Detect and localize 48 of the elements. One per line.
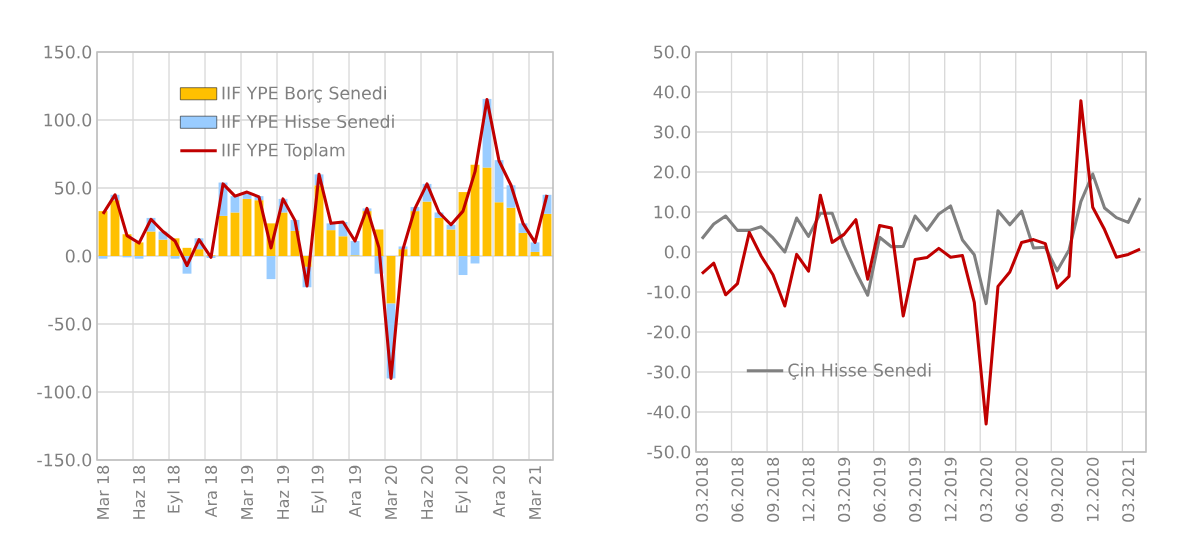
y-tick-label: -150.0 (37, 453, 92, 467)
x-tick-label: Eyl 19 (311, 465, 327, 513)
y-tick-label: 50.0 (55, 181, 92, 195)
y-tick-label: 50.0 (654, 45, 691, 59)
x-tick-label: Ara 20 (492, 465, 506, 518)
y-tick-label: -100.0 (37, 385, 92, 399)
x-tick-label: 09.2018 (766, 457, 780, 522)
y-tick-label: 150.0 (44, 45, 92, 59)
y-tick-label: 30.0 (654, 125, 691, 139)
x-tick-label: 12.2018 (802, 457, 815, 522)
x-tick-label: Haz 18 (132, 465, 146, 519)
y-tick-label: -20.0 (647, 325, 691, 339)
x-tick-label: 06.2019 (873, 457, 886, 522)
y-tick-label: 40.0 (653, 85, 691, 99)
x-tick-label: 09.2020 (1051, 457, 1064, 522)
x-tick-label: Ara 19 (348, 465, 362, 518)
y-tick-label: -40.0 (647, 405, 691, 419)
x-tick-label: 09.2019 (909, 457, 922, 522)
x-tick-label: 03.2018 (695, 457, 708, 522)
x-tick-label: 03.2019 (837, 457, 851, 522)
y-tick-label: 0.0 (664, 245, 691, 259)
legend-label: IIF YPE Borç Senedi (222, 86, 386, 103)
y-tick-label: 20.0 (653, 165, 691, 179)
x-tick-label: Ara 18 (204, 465, 218, 518)
x-tick-label: Mar 19 (240, 465, 254, 519)
x-tick-label: 03.2021 (1122, 458, 1135, 522)
legend-label: IIF YPE Toplam (222, 143, 345, 160)
x-tick-label: Mar 20 (384, 465, 398, 519)
y-tick-label: -30.0 (647, 365, 691, 379)
x-tick-label: Mar 18 (96, 465, 110, 519)
y-tick-label: -10.0 (647, 285, 691, 299)
y-tick-label: -50.0 (647, 445, 691, 459)
x-tick-label: Haz 19 (276, 465, 290, 519)
y-tick-label: 0.0 (65, 249, 92, 263)
y-tick-label: 10.0 (654, 205, 691, 219)
x-tick-label: Mar 21 (528, 466, 542, 519)
x-tick-label: Haz 20 (420, 465, 434, 519)
legend-label: IIF YPE Hisse Senedi (222, 114, 394, 129)
x-tick-label: Eyl 18 (167, 465, 183, 513)
x-tick-label: 12.2019 (944, 457, 957, 522)
x-tick-label: 03.2020 (980, 457, 993, 522)
x-tick-label: 06.2018 (731, 457, 744, 522)
y-tick-label: -50.0 (48, 317, 92, 331)
x-tick-label: 06.2020 (1015, 457, 1028, 522)
legend-label: Çin Hisse Senedi (788, 363, 931, 380)
x-tick-label: Eyl 20 (455, 465, 471, 513)
x-tick-label: 12.2020 (1086, 457, 1099, 522)
y-tick-label: 100.0 (44, 113, 92, 127)
